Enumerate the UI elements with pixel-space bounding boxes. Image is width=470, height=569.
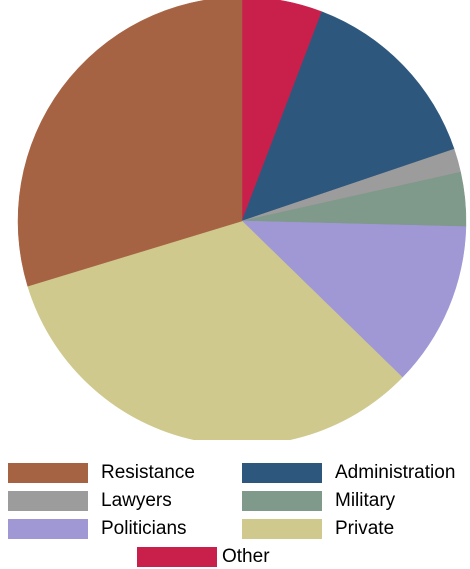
legend-item-administration: Administration [242,461,455,485]
legend-swatch-resistance [8,463,88,483]
legend-label-resistance: Resistance [101,462,195,483]
legend-item-resistance: Resistance [8,461,195,485]
legend-label-politicians: Politicians [101,518,187,539]
legend-swatch-private [242,519,322,539]
legend-item-politicians: Politicians [8,517,187,541]
legend-label-administration: Administration [335,462,456,483]
legend-item-military: Military [242,489,395,513]
legend-item-lawyers: Lawyers [8,489,172,513]
legend-label-lawyers: Lawyers [101,490,172,511]
pie-chart [17,0,467,440]
legend-swatch-lawyers [8,491,88,511]
legend-label-private: Private [335,518,395,539]
legend-label-military: Military [335,490,396,511]
pie-slice-politicians [241,220,467,378]
pie-slice-private [27,220,403,440]
legend-label-other: Other [222,546,270,567]
legend-item-other: Other [137,545,270,569]
legend-item-private: Private [242,517,394,541]
legend-swatch-administration [242,463,322,483]
pie-slice-resistance [17,0,243,287]
legend-swatch-military [242,491,322,511]
pie-slice-administration [241,11,455,222]
legend-swatch-politicians [8,519,88,539]
chart-legend: Resistance Administration Lawyers Milita… [0,455,470,567]
pie-slices [17,0,467,440]
legend-swatch-other [137,547,217,567]
